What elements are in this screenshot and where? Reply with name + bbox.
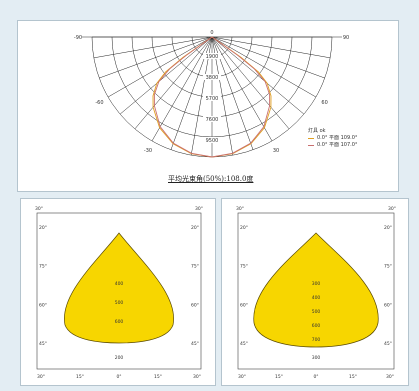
polar-chart: 0 -90 90 -60 60 -30 30 1900 3800 5700 7600 9500 [74, 30, 349, 158]
bottom-tick-label: 0° [116, 374, 121, 380]
tick-bg [203, 137, 221, 143]
polar-spoke [211, 36, 305, 115]
isolux-below-label: 300 [312, 355, 321, 361]
isolux-below-label: 200 [115, 355, 124, 361]
tick-bg [203, 95, 221, 101]
right-tick-label: 75° [191, 264, 199, 270]
polar-spoke [211, 36, 325, 79]
radial-tick-label: 7600 [206, 117, 219, 123]
right-tick-label: 60° [384, 302, 392, 308]
radial-tick-label: 1900 [206, 54, 219, 60]
isolux-contour [253, 232, 379, 348]
isolux-inner-label: 500 [312, 309, 321, 315]
bottom-tick-label: 30° [386, 374, 394, 380]
corner-label-tr: 30° [388, 206, 396, 212]
legend-swatch [308, 145, 314, 146]
bottom-tick-label: 15° [275, 374, 283, 380]
angle-label-neg90: -90 [74, 35, 82, 41]
isolux-inner-label: 300 [312, 281, 321, 287]
legend-title: 灯具 ok [308, 128, 326, 134]
bottom-tick-label: 15° [349, 374, 357, 380]
isolux-inner-label: 500 [115, 300, 124, 306]
isolux-inner-label: 400 [115, 281, 124, 287]
left-tick-label: 75° [39, 264, 47, 270]
tick-bg [203, 53, 221, 59]
left-tick-label: 20° [240, 225, 248, 231]
right-tick-label: 45° [191, 341, 199, 347]
right-tick-label: 20° [384, 225, 392, 231]
angle-label-30: 30 [273, 148, 279, 154]
bottom-tick-label: 30° [37, 374, 45, 380]
isolux-chart-left: 30° 30° 20° 75° 60° 45° 20° 75° 60° 45° 30° 15° 0° 15… [35, 206, 203, 380]
legend-label: 0.0° 平面 107.0° [317, 142, 358, 148]
angle-label-60: 60 [321, 100, 327, 106]
angle-label-90: 90 [343, 35, 349, 41]
polar-spoke [211, 36, 317, 98]
corner-label-tl: 30° [35, 206, 43, 212]
left-tick-label: 75° [240, 264, 248, 270]
polar-spoke [151, 36, 213, 142]
isolux-inner-label: 400 [312, 295, 321, 301]
isolux-inner-label: 600 [312, 323, 321, 329]
radial-tick-label: 9500 [206, 138, 219, 144]
isolux-panel-left: 30° 30° 20° 75° 60° 45° 20° 75° 60° 45° 30° 15° 0° 15… [20, 198, 216, 386]
angle-label-0: 0 [210, 30, 213, 36]
polar-series-1 [153, 36, 271, 158]
isolux-inner-label: 700 [312, 337, 321, 343]
corner-label-tl: 30° [236, 206, 244, 212]
radial-tick-label: 5700 [206, 96, 219, 102]
legend-entry-0: 0.0° 平面 109.0° [308, 135, 357, 142]
left-tick-label: 45° [240, 341, 248, 347]
bottom-tick-label: 15° [154, 374, 162, 380]
polar-panel: 0 -90 90 -60 60 -30 30 1900 3800 5700 7600 9500 平均光… [17, 20, 399, 192]
bottom-tick-label: 30° [193, 374, 201, 380]
isolux-contour [64, 232, 174, 344]
right-tick-label: 60° [191, 302, 199, 308]
isolux-inner-label: 600 [115, 319, 124, 325]
polar-legend: 灯具 ok 0.0° 平面 109.0° 0.0° 平面 107.0° [308, 128, 357, 149]
tick-bg [203, 116, 221, 122]
left-tick-label: 60° [240, 302, 248, 308]
legend-entry-1: 0.0° 平面 107.0° [308, 142, 357, 149]
beam-angle-caption: 平均光束角(50%):108.0度 [168, 175, 254, 183]
bottom-tick-label: 30° [238, 374, 246, 380]
polar-spoke [211, 36, 290, 130]
polar-spoke [99, 36, 213, 79]
polar-spoke [107, 36, 213, 98]
left-tick-label: 20° [39, 225, 47, 231]
angle-label-neg60: -60 [95, 100, 103, 106]
polar-spoke [211, 36, 331, 59]
polar-spoke [93, 36, 213, 59]
isolux-frame [36, 212, 202, 370]
isolux-panel-right: 30° 30° 20° 75° 60° 45° 20° 75° 60° 45° 30° 15° 0° 15… [221, 198, 409, 386]
isolux-frame [237, 212, 395, 370]
isolux-chart-right: 30° 30° 20° 75° 60° 45° 20° 75° 60° 45° 30° 15° 0° 15… [236, 206, 396, 380]
angle-label-neg30: -30 [144, 148, 152, 154]
legend-swatch [308, 138, 314, 139]
left-tick-label: 45° [39, 341, 47, 347]
bottom-tick-label: 15° [76, 374, 84, 380]
left-tick-label: 60° [39, 302, 47, 308]
polar-spoke [134, 36, 213, 130]
right-tick-label: 75° [384, 264, 392, 270]
right-tick-label: 20° [191, 225, 199, 231]
right-tick-label: 45° [384, 341, 392, 347]
polar-spoke [211, 36, 273, 142]
polar-spoke [119, 36, 213, 115]
legend-label: 0.0° 平面 109.0° [317, 135, 358, 141]
corner-label-tr: 30° [195, 206, 203, 212]
tick-bg [203, 74, 221, 80]
bottom-tick-label: 0° [313, 374, 318, 380]
radial-tick-label: 3800 [206, 75, 219, 81]
